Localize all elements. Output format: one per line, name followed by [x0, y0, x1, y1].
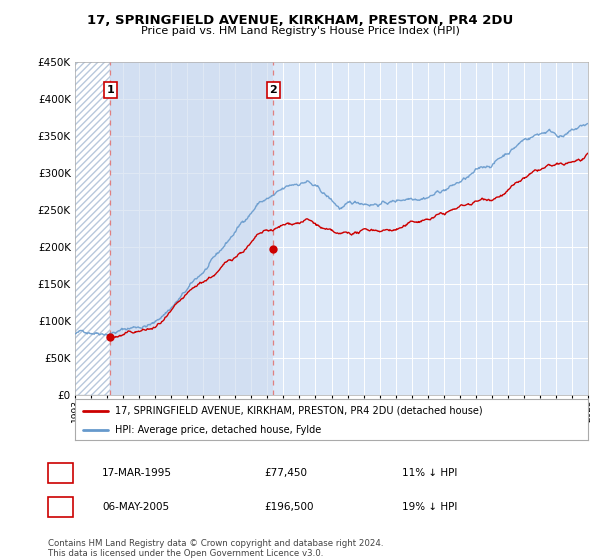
Text: 1: 1 — [107, 85, 115, 95]
Text: Price paid vs. HM Land Registry's House Price Index (HPI): Price paid vs. HM Land Registry's House … — [140, 26, 460, 36]
Text: 17, SPRINGFIELD AVENUE, KIRKHAM, PRESTON, PR4 2DU: 17, SPRINGFIELD AVENUE, KIRKHAM, PRESTON… — [87, 14, 513, 27]
Text: £196,500: £196,500 — [264, 502, 314, 512]
Text: 11% ↓ HPI: 11% ↓ HPI — [402, 468, 457, 478]
Bar — [110, 62, 274, 395]
Bar — [75, 62, 110, 395]
Text: 19% ↓ HPI: 19% ↓ HPI — [402, 502, 457, 512]
Text: 2: 2 — [57, 502, 64, 512]
Text: 17, SPRINGFIELD AVENUE, KIRKHAM, PRESTON, PR4 2DU (detached house): 17, SPRINGFIELD AVENUE, KIRKHAM, PRESTON… — [115, 405, 482, 416]
Text: 06-MAY-2005: 06-MAY-2005 — [102, 502, 169, 512]
Text: £77,450: £77,450 — [264, 468, 307, 478]
Text: 1: 1 — [57, 468, 64, 478]
Text: HPI: Average price, detached house, Fylde: HPI: Average price, detached house, Fyld… — [115, 424, 321, 435]
Text: Contains HM Land Registry data © Crown copyright and database right 2024.
This d: Contains HM Land Registry data © Crown c… — [48, 539, 383, 558]
Text: 2: 2 — [269, 85, 277, 95]
Text: 17-MAR-1995: 17-MAR-1995 — [102, 468, 172, 478]
